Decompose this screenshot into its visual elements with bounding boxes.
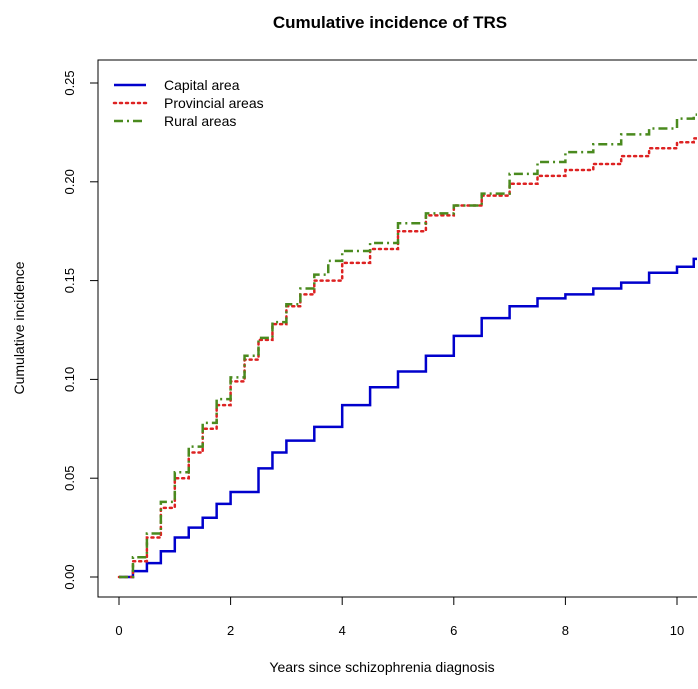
y-tick-label: 0.00 bbox=[62, 564, 77, 589]
legend-label: Provincial areas bbox=[164, 95, 264, 111]
y-tick-label: 0.10 bbox=[62, 367, 77, 392]
chart-title: Cumulative incidence of TRS bbox=[273, 13, 507, 32]
legend: Capital area Provincial areas Rural areas bbox=[112, 77, 264, 129]
y-axis: 0.00 0.05 0.10 0.15 0.20 0.25 bbox=[62, 70, 99, 590]
series-lines bbox=[117, 113, 697, 579]
x-tick-label: 0 bbox=[115, 623, 122, 638]
x-tick-label: 6 bbox=[450, 623, 457, 638]
x-axis: 0 2 4 6 8 10 bbox=[115, 596, 684, 638]
y-axis-label: Cumulative incidence bbox=[11, 261, 27, 394]
series-line-rural-areas bbox=[119, 113, 697, 579]
y-tick-label: 0.20 bbox=[62, 169, 77, 194]
y-tick-label: 0.25 bbox=[62, 70, 77, 95]
y-tick-label: 0.05 bbox=[62, 466, 77, 491]
x-tick-label: 2 bbox=[227, 623, 234, 638]
legend-label: Capital area bbox=[164, 77, 240, 93]
x-tick-label: 10 bbox=[670, 623, 684, 638]
plot-frame bbox=[97, 59, 697, 598]
series-line-provincial-areas bbox=[117, 137, 697, 579]
x-axis-label: Years since schizophrenia diagnosis bbox=[269, 659, 494, 675]
legend-label: Rural areas bbox=[164, 113, 236, 129]
series-line-capital-area bbox=[119, 257, 697, 579]
x-tick-label: 4 bbox=[339, 623, 346, 638]
y-tick-label: 0.15 bbox=[62, 268, 77, 293]
x-tick-label: 8 bbox=[562, 623, 569, 638]
